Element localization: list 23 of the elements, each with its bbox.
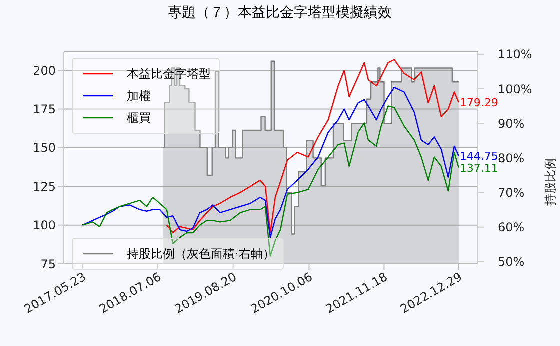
y-tick-label: 150 [33,141,56,156]
y-tick-label: 100 [33,218,56,233]
chart-title: 專題（７）本益比金字塔型模擬績效 [167,4,393,22]
y2-tick-label: 50% [498,255,525,270]
y-tick-label: 75 [40,257,56,272]
y2-tick-label: 90% [498,116,525,131]
legend-label: 本益比金字塔型 [127,66,211,83]
y-tick-label: 125 [33,180,56,194]
y-tick-label: 200 [33,64,56,78]
data-label: 179.29 [460,96,498,110]
y2-tick-label: 100% [498,82,532,96]
y2-tick-label: 70% [498,186,525,200]
y2-tick-label: 110% [498,48,532,62]
data-label: 144.75 [460,150,498,164]
y2-axis-title: 持股比例 [543,158,558,206]
y2-tick-label: 80% [498,151,525,166]
legend-label: 持股比例（灰色面積·右軸） [127,246,275,263]
legend-label: 櫃買 [127,110,151,127]
data-label: 137.11 [460,162,498,175]
y-tick-label: 175 [33,102,56,117]
legend-label: 加權 [127,88,151,105]
line-series [82,86,460,238]
y2-tick-label: 60% [498,220,525,235]
